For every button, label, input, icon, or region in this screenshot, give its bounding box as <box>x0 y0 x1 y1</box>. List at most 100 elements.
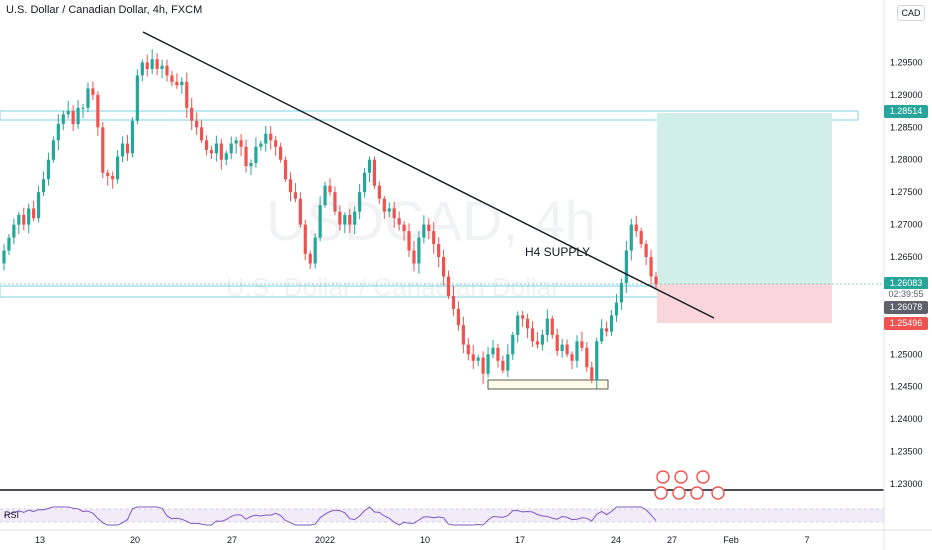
candle-body <box>644 244 648 258</box>
candle-body <box>111 175 115 180</box>
entry-price-tag: 1.26078 <box>884 301 928 314</box>
event-flag-icon[interactable] <box>711 486 725 500</box>
price-tick-label: 1.28500 <box>890 122 923 132</box>
candle-body <box>446 276 451 296</box>
candle-body <box>244 146 248 167</box>
currency-button[interactable]: CAD <box>897 5 925 21</box>
target-price-tag: 1.28514 <box>884 105 928 118</box>
chart-title: U.S. Dollar / Canadian Dollar, 4h, FXCM <box>6 4 203 16</box>
candle-body <box>283 159 288 180</box>
candle-body <box>525 318 530 329</box>
symbol-watermark: USDCAD, 4h <box>266 189 596 252</box>
event-flag-icon[interactable] <box>690 486 704 500</box>
candle-body <box>367 159 372 173</box>
candle-body <box>224 153 228 160</box>
candle-body <box>417 237 421 264</box>
candle-body <box>397 218 401 225</box>
candle-body <box>471 354 475 361</box>
candle-body <box>521 315 525 319</box>
candle-body <box>323 185 327 206</box>
event-flag-icon[interactable] <box>672 486 686 500</box>
candle-body <box>461 325 465 345</box>
candle-body <box>36 192 41 219</box>
candle-body <box>540 334 544 345</box>
candle-body <box>609 315 614 332</box>
candle-body <box>180 81 184 86</box>
candle-body <box>32 208 36 219</box>
candle-body <box>530 328 535 342</box>
candle-body <box>545 318 549 335</box>
time-tick-label: 20 <box>130 535 140 545</box>
candle-body <box>135 75 139 121</box>
event-flag-icon[interactable] <box>654 486 668 500</box>
candle-body <box>190 107 194 121</box>
price-tick-label: 1.24000 <box>890 414 923 424</box>
candle-body <box>41 179 46 193</box>
candle-body <box>61 114 65 125</box>
rsi-line <box>3 506 657 526</box>
description-watermark: U.S. Dollar / Canadian Dollar <box>226 272 560 302</box>
candle-body <box>639 231 643 245</box>
candle-body <box>412 250 416 264</box>
candle-body <box>234 140 238 144</box>
candle-body <box>71 111 75 125</box>
candle-body <box>442 257 446 277</box>
candle-body <box>456 308 461 326</box>
price-tick-label: 1.23500 <box>890 447 923 457</box>
price-tick-label: 1.27500 <box>890 187 923 197</box>
candle-body <box>328 185 332 193</box>
time-axis[interactable]: 13 20 27 2022 10 17 24 27 Feb 7 <box>35 535 810 545</box>
candle-body <box>56 124 60 141</box>
candle-body <box>96 94 100 128</box>
candle-body <box>229 143 233 154</box>
candle-body <box>7 237 11 251</box>
candle-body <box>175 81 179 86</box>
candle-body <box>427 224 431 232</box>
candle-body <box>377 185 381 199</box>
time-tick-label: 7 <box>804 535 809 545</box>
candle-body <box>516 315 520 335</box>
candle-body <box>570 354 574 361</box>
upper-supply-zone[interactable] <box>0 110 859 121</box>
price-tick-label: 1.26500 <box>890 252 923 262</box>
h4-supply-label[interactable]: H4 SUPPLY <box>525 245 591 259</box>
candle-body <box>476 357 480 361</box>
candle-body <box>605 328 609 332</box>
candle-body <box>264 133 268 144</box>
candle-body <box>600 328 604 342</box>
candle-body <box>219 143 223 160</box>
candle-body <box>274 140 278 147</box>
candle-body <box>125 143 130 154</box>
rsi-band <box>0 509 884 522</box>
candle-body <box>432 231 436 245</box>
candle-body <box>239 140 243 147</box>
time-tick-label: 2022 <box>315 535 335 545</box>
target-area[interactable] <box>657 113 832 284</box>
event-flag-icon[interactable] <box>696 470 710 484</box>
price-tick-label: 1.23000 <box>890 479 923 489</box>
candle-body <box>130 120 135 154</box>
economic-events[interactable] <box>654 470 725 500</box>
candle-body <box>491 347 495 355</box>
stop-area[interactable] <box>657 284 832 323</box>
candle-body <box>654 276 658 285</box>
candle-body <box>392 208 396 219</box>
candle-body <box>634 224 638 232</box>
trend-line[interactable] <box>142 31 715 319</box>
candle-body <box>422 224 426 238</box>
candle-body <box>165 65 169 76</box>
event-flag-icon[interactable] <box>674 470 688 484</box>
candle-body <box>76 107 80 125</box>
candle-body <box>155 59 159 69</box>
demand-zone[interactable] <box>487 379 609 390</box>
candle-body <box>170 75 174 82</box>
candle-body <box>293 192 298 199</box>
event-flag-icon[interactable] <box>656 470 670 484</box>
candle-body <box>555 334 559 352</box>
price-axis[interactable]: 1.29500 1.29000 1.28500 1.28000 1.27500 1.270… <box>890 57 923 489</box>
candle-body <box>27 208 31 225</box>
candle-body <box>150 59 154 69</box>
rsi-indicator-label[interactable]: RSI <box>4 510 20 520</box>
candle-body <box>279 146 283 160</box>
